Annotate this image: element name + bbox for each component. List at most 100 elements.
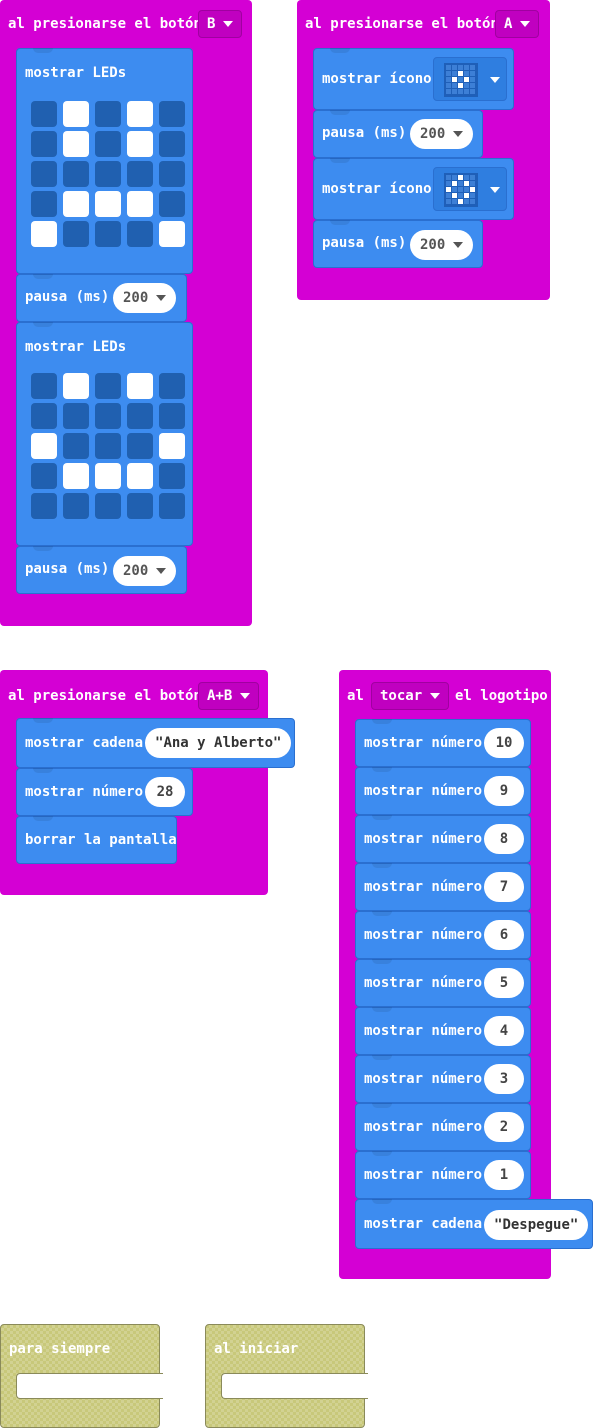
pause-dropdown[interactable]: 200	[113, 556, 177, 586]
show-number-block[interactable]: mostrar número 10	[355, 719, 531, 767]
number-input[interactable]: 3	[484, 1064, 524, 1094]
led-cell[interactable]	[127, 463, 153, 489]
icon-pixel	[470, 65, 475, 70]
logo-action-dropdown[interactable]: tocar	[371, 682, 450, 710]
button-a-dropdown[interactable]: A	[495, 10, 540, 38]
show-number-block[interactable]: mostrar número 6	[355, 911, 531, 959]
led-cell[interactable]	[127, 493, 153, 519]
led-cell[interactable]	[63, 101, 89, 127]
led-cell[interactable]	[63, 221, 89, 247]
led-cell[interactable]	[127, 221, 153, 247]
number-input[interactable]: 6	[484, 920, 524, 950]
show-leds-block-2[interactable]: mostrar LEDs	[16, 322, 193, 546]
show-number-block[interactable]: mostrar número 5	[355, 959, 531, 1007]
pause-dropdown[interactable]: 200	[410, 119, 474, 149]
led-cell[interactable]	[63, 373, 89, 399]
led-cell[interactable]	[159, 373, 185, 399]
number-input[interactable]: 8	[484, 824, 524, 854]
number-input[interactable]: 10	[484, 728, 524, 758]
led-cell[interactable]	[95, 161, 121, 187]
icon-pixel	[470, 187, 475, 192]
led-cell[interactable]	[127, 191, 153, 217]
show-string-block-logo[interactable]: mostrar cadena "Despegue"	[355, 1199, 593, 1249]
led-cell[interactable]	[95, 403, 121, 429]
pause-dropdown[interactable]: 200	[410, 230, 474, 260]
number-input[interactable]: 2	[484, 1112, 524, 1142]
icon-pixel	[446, 193, 451, 198]
show-icon-block-1[interactable]: mostrar ícono	[313, 48, 514, 110]
led-cell[interactable]	[31, 101, 57, 127]
led-cell[interactable]	[95, 463, 121, 489]
led-cell[interactable]	[127, 373, 153, 399]
led-cell[interactable]	[95, 131, 121, 157]
led-cell[interactable]	[31, 403, 57, 429]
led-cell[interactable]	[31, 161, 57, 187]
led-cell[interactable]	[63, 191, 89, 217]
led-cell[interactable]	[159, 161, 185, 187]
led-cell[interactable]	[63, 403, 89, 429]
show-number-block[interactable]: mostrar número 7	[355, 863, 531, 911]
number-input[interactable]: 9	[484, 776, 524, 806]
show-number-block[interactable]: mostrar número 1	[355, 1151, 531, 1199]
led-cell[interactable]	[159, 191, 185, 217]
number-input[interactable]: 28	[145, 777, 185, 807]
string-input[interactable]: "Ana y Alberto"	[145, 728, 292, 758]
pause-dropdown[interactable]: 200	[113, 283, 177, 313]
diamond-icon[interactable]	[433, 167, 507, 211]
button-ab-dropdown[interactable]: A+B	[198, 682, 260, 710]
led-cell[interactable]	[31, 463, 57, 489]
led-cell[interactable]	[31, 191, 57, 217]
led-cell[interactable]	[95, 101, 121, 127]
pause-block-1[interactable]: pausa (ms) 200	[16, 274, 187, 322]
led-cell[interactable]	[95, 493, 121, 519]
led-cell[interactable]	[31, 221, 57, 247]
show-number-block[interactable]: mostrar número 8	[355, 815, 531, 863]
led-cell[interactable]	[63, 463, 89, 489]
led-cell[interactable]	[159, 403, 185, 429]
forever-block[interactable]: para siempre	[0, 1324, 163, 1428]
number-input[interactable]: 4	[484, 1016, 524, 1046]
led-cell[interactable]	[31, 373, 57, 399]
clear-screen-block[interactable]: borrar la pantalla	[16, 816, 177, 864]
show-leds-block-1[interactable]: mostrar LEDs	[16, 48, 193, 274]
number-input[interactable]: 7	[484, 872, 524, 902]
led-cell[interactable]	[159, 493, 185, 519]
show-string-block[interactable]: mostrar cadena "Ana y Alberto"	[16, 718, 295, 768]
led-cell[interactable]	[31, 433, 57, 459]
show-number-block[interactable]: mostrar número 3	[355, 1055, 531, 1103]
small-diamond-icon[interactable]	[433, 57, 507, 101]
led-cell[interactable]	[31, 493, 57, 519]
led-cell[interactable]	[95, 191, 121, 217]
led-cell[interactable]	[63, 131, 89, 157]
show-number-block[interactable]: mostrar número 2	[355, 1103, 531, 1151]
number-input[interactable]: 1	[484, 1160, 524, 1190]
led-cell[interactable]	[63, 433, 89, 459]
show-icon-block-2[interactable]: mostrar ícono	[313, 158, 514, 220]
led-cell[interactable]	[159, 463, 185, 489]
led-cell[interactable]	[95, 433, 121, 459]
show-number-block[interactable]: mostrar número 9	[355, 767, 531, 815]
pause-block-a1[interactable]: pausa (ms) 200	[313, 110, 483, 158]
led-cell[interactable]	[127, 131, 153, 157]
show-number-block[interactable]: mostrar número 4	[355, 1007, 531, 1055]
on-start-block[interactable]: al iniciar	[205, 1324, 368, 1428]
button-b-dropdown[interactable]: B	[198, 10, 243, 38]
led-cell[interactable]	[159, 131, 185, 157]
led-cell[interactable]	[159, 101, 185, 127]
show-number-block[interactable]: mostrar número 28	[16, 768, 193, 816]
number-input[interactable]: 5	[484, 968, 524, 998]
led-cell[interactable]	[159, 433, 185, 459]
led-cell[interactable]	[127, 403, 153, 429]
led-cell[interactable]	[127, 161, 153, 187]
led-cell[interactable]	[95, 373, 121, 399]
led-cell[interactable]	[127, 433, 153, 459]
pause-block-2[interactable]: pausa (ms) 200	[16, 546, 187, 594]
led-cell[interactable]	[159, 221, 185, 247]
string-input[interactable]: "Despegue"	[484, 1210, 589, 1240]
led-cell[interactable]	[63, 493, 89, 519]
led-cell[interactable]	[95, 221, 121, 247]
led-cell[interactable]	[127, 101, 153, 127]
led-cell[interactable]	[31, 131, 57, 157]
pause-block-a2[interactable]: pausa (ms) 200	[313, 220, 483, 268]
led-cell[interactable]	[63, 161, 89, 187]
